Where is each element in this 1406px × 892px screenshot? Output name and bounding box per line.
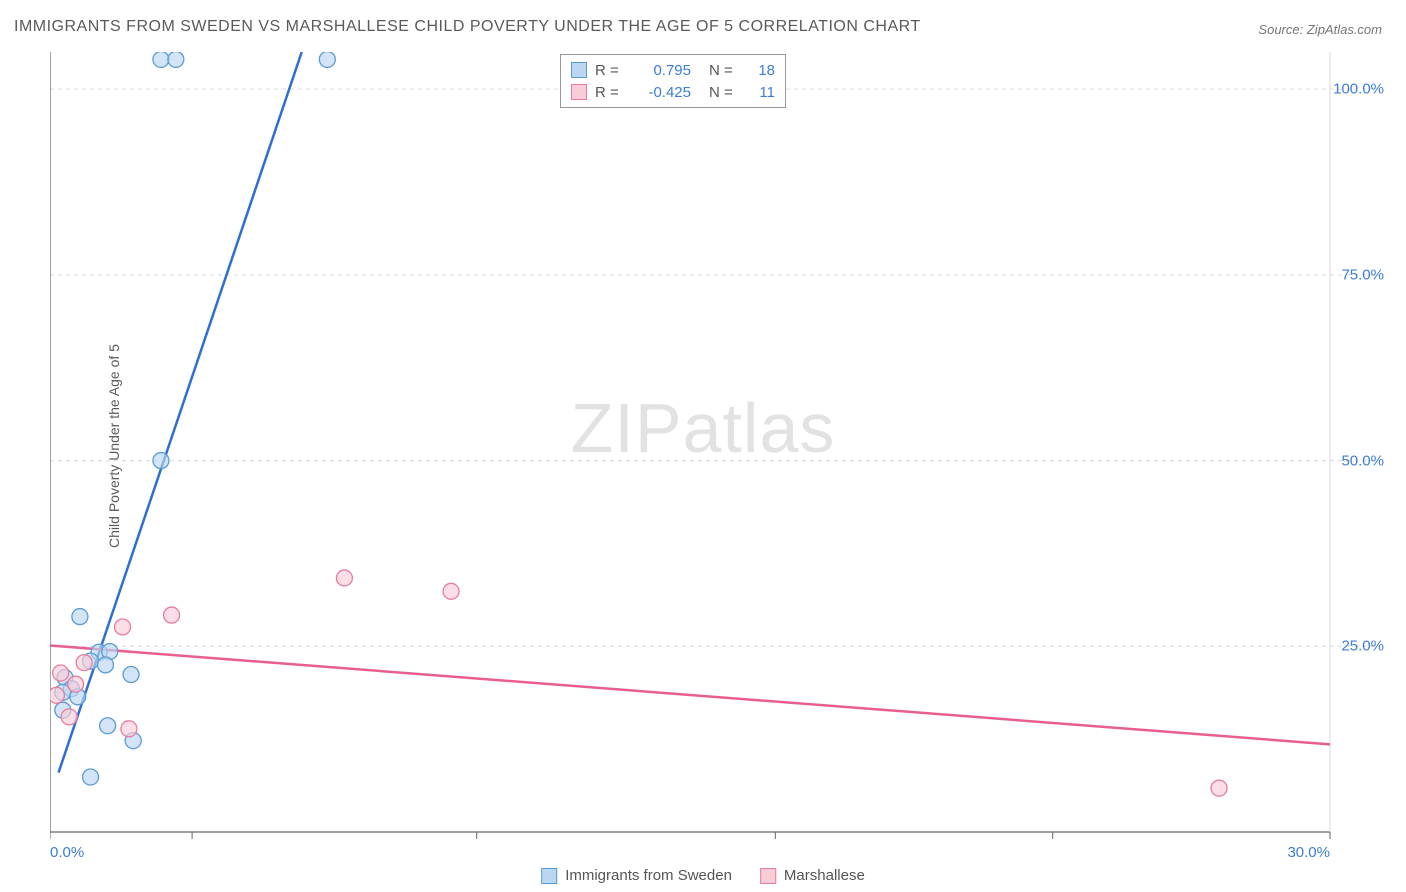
x-tick-label: 30.0% [1287, 844, 1330, 861]
correlation-legend: R = 0.795 N = 18 R = -0.425 N = 11 [560, 54, 786, 108]
source-label: Source: [1258, 22, 1303, 37]
n-value: 11 [747, 84, 775, 101]
chart-svg [50, 52, 1380, 842]
source-value: ZipAtlas.com [1307, 22, 1382, 37]
n-label: N = [709, 62, 739, 79]
legend-swatch [541, 868, 557, 884]
r-label: R = [595, 62, 623, 79]
legend-swatch [571, 84, 587, 100]
legend-row: R = 0.795 N = 18 [571, 59, 775, 81]
r-label: R = [595, 84, 623, 101]
y-tick-label: 75.0% [1341, 266, 1384, 283]
x-tick-label: 0.0% [50, 844, 84, 861]
legend-swatch [760, 868, 776, 884]
legend-swatch [571, 62, 587, 78]
legend-item: Immigrants from Sweden [541, 867, 732, 884]
n-label: N = [709, 84, 739, 101]
y-tick-label: 50.0% [1341, 452, 1384, 469]
r-value: -0.425 [631, 84, 691, 101]
legend-item: Marshallese [760, 867, 865, 884]
y-tick-label: 100.0% [1333, 81, 1384, 98]
n-value: 18 [747, 62, 775, 79]
y-tick-label: 25.0% [1341, 638, 1384, 655]
r-value: 0.795 [631, 62, 691, 79]
legend-row: R = -0.425 N = 11 [571, 81, 775, 103]
legend-series-label: Marshallese [784, 867, 865, 884]
legend-series-label: Immigrants from Sweden [565, 867, 732, 884]
chart-title: IMMIGRANTS FROM SWEDEN VS MARSHALLESE CH… [14, 18, 921, 36]
series-legend: Immigrants from Sweden Marshallese [541, 867, 865, 884]
source-attribution: Source: ZipAtlas.com [1258, 22, 1382, 37]
